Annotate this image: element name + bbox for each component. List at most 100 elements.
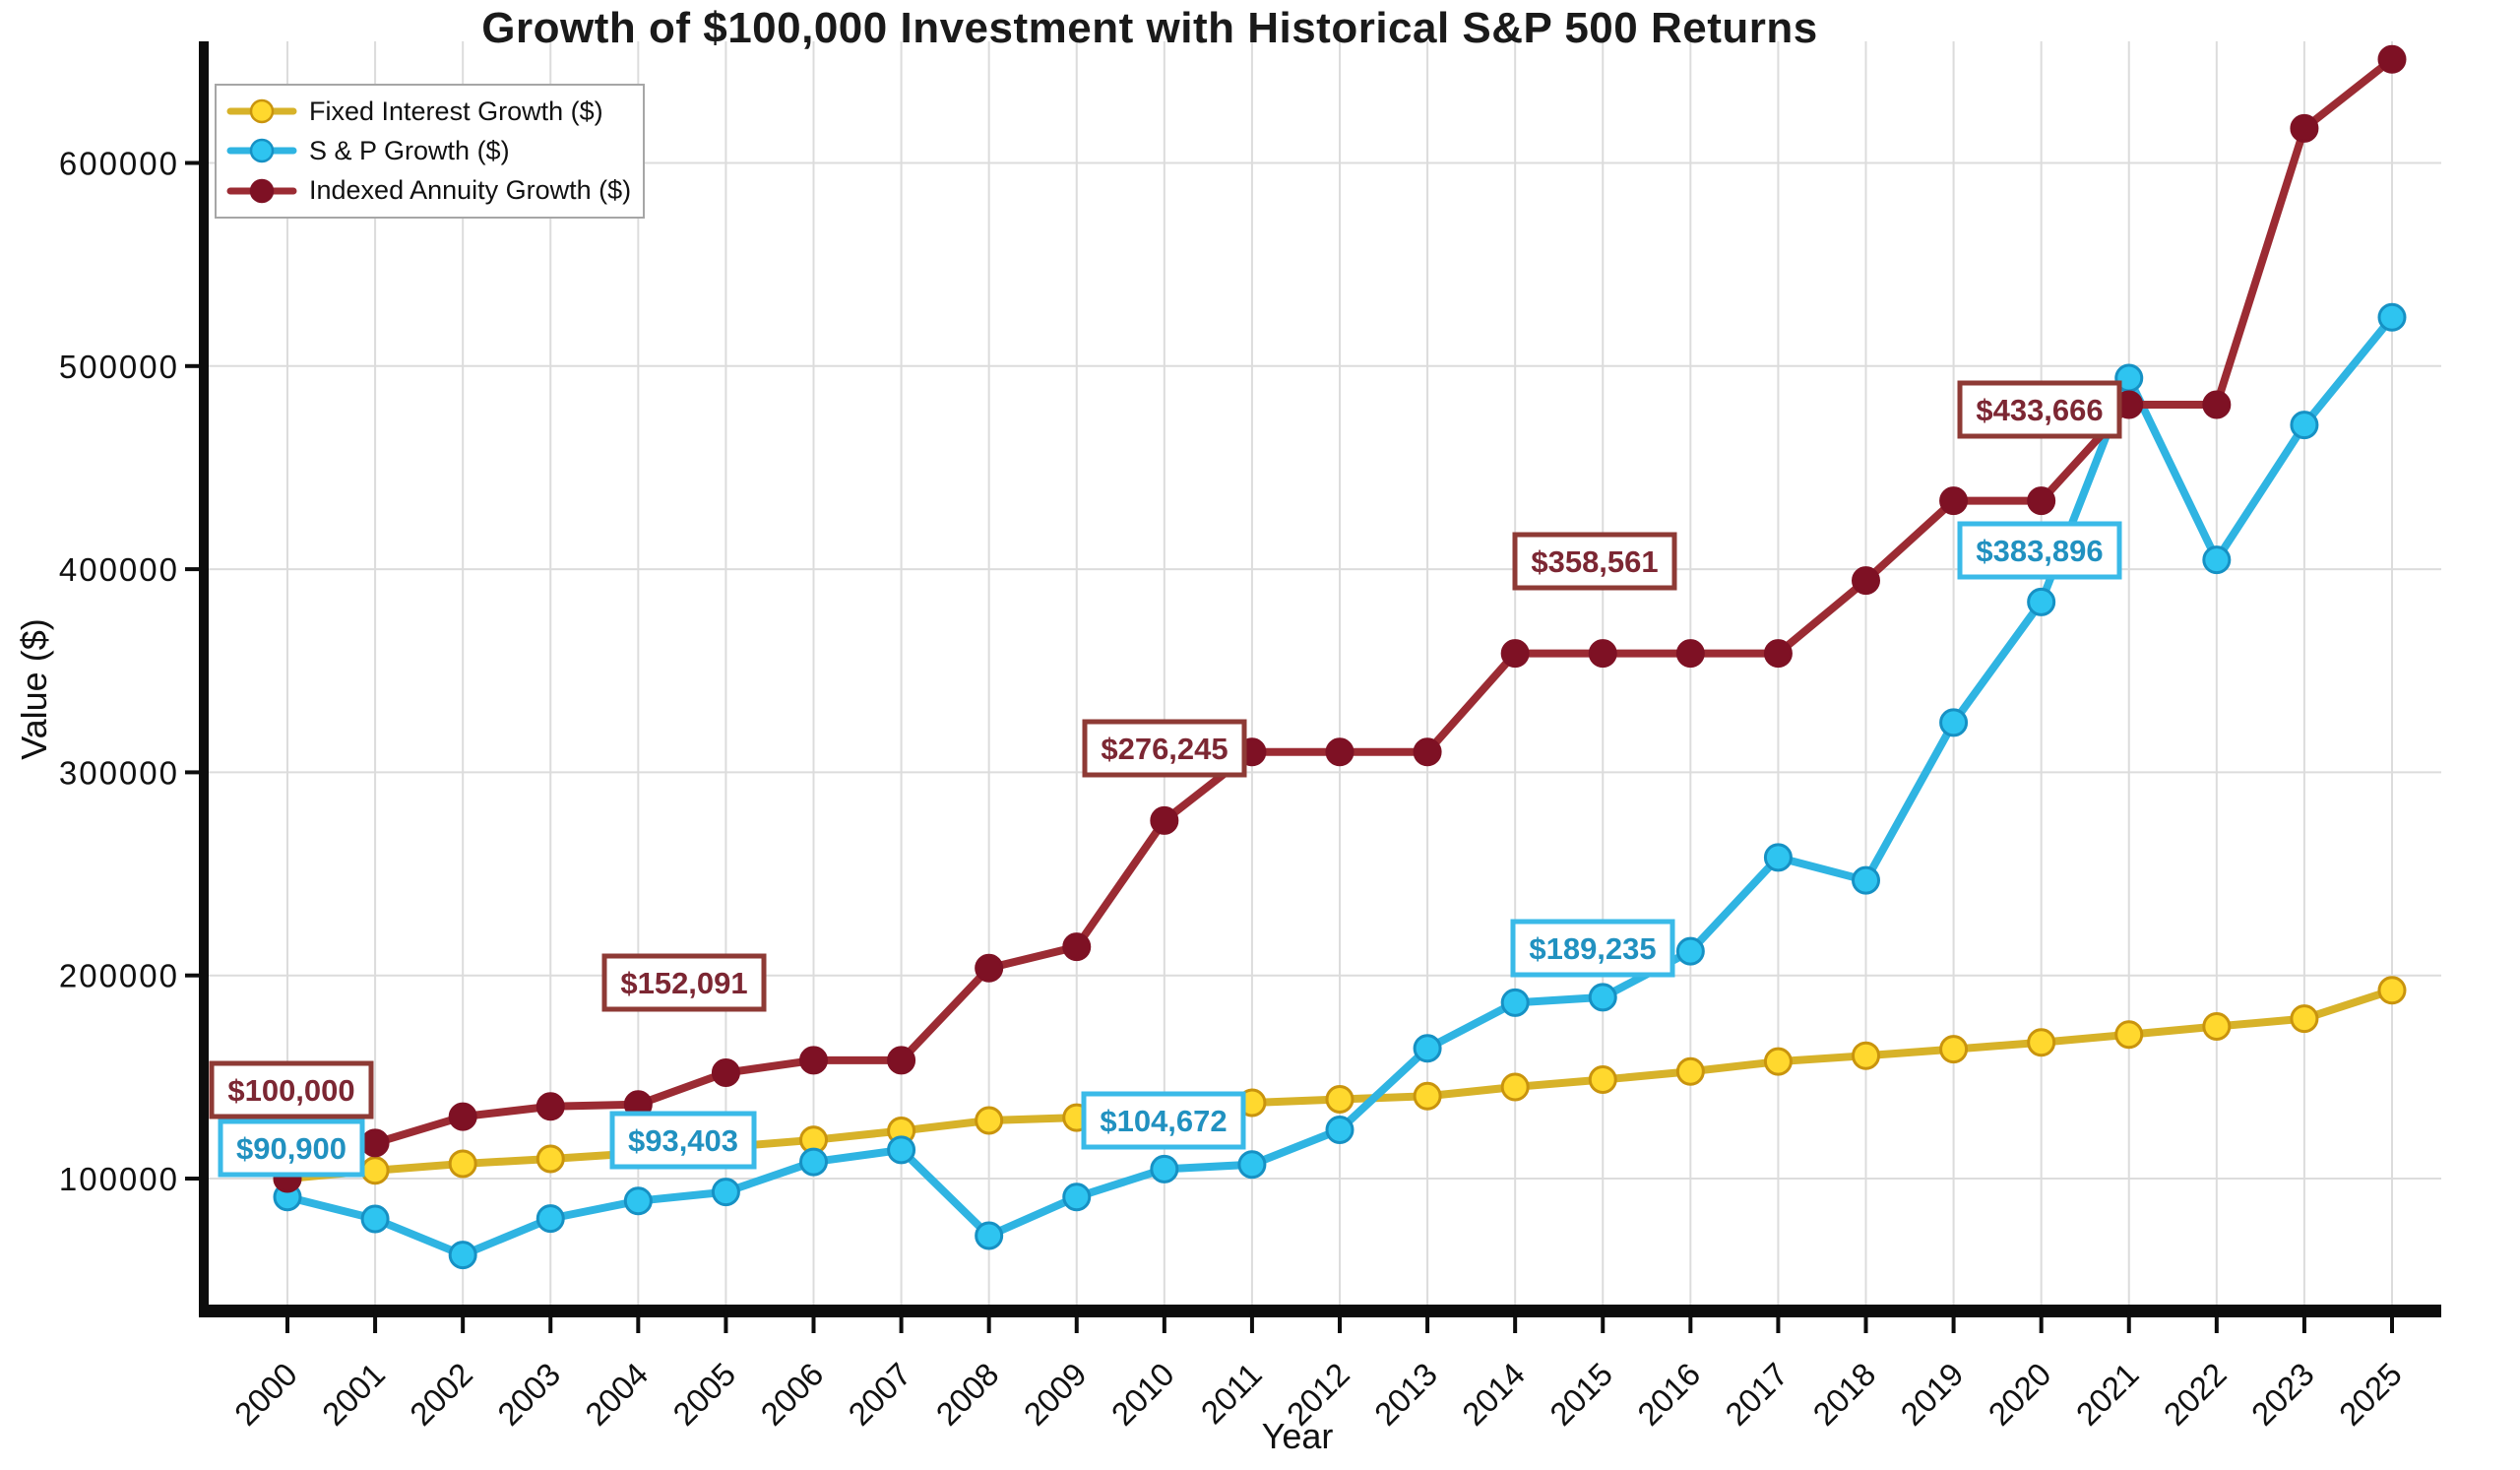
data-point-fixed-interest-growth-2023 [2290, 1004, 2319, 1034]
data-point-indexed-annuity-growth-2006 [799, 1046, 828, 1075]
annotation-box-433-666 [1957, 380, 2122, 439]
data-point-indexed-annuity-growth-2014 [1500, 639, 1530, 669]
data-point-s-p-growth-2007 [887, 1135, 916, 1165]
x-axis-spine [199, 1305, 2441, 1317]
data-point-fixed-interest-growth-2016 [1675, 1056, 1705, 1086]
y-tick-label: 200000 [59, 958, 179, 994]
annotation-label-433-666: $433,666 [1976, 393, 2103, 427]
data-point-indexed-annuity-growth-2016 [1675, 639, 1705, 669]
annotation-label-93-403: $93,403 [628, 1123, 738, 1158]
data-point-fixed-interest-growth-2001 [360, 1156, 390, 1185]
x-tick-label-2021: 2021 [2069, 1356, 2146, 1433]
data-point-indexed-annuity-growth-2008 [975, 953, 1004, 983]
x-tick-label-2003: 2003 [490, 1356, 567, 1433]
legend: Fixed Interest Growth ($) S & P Growth (… [215, 84, 645, 219]
x-tick-label-2025: 2025 [2332, 1356, 2409, 1433]
legend-item-fixed-interest-growth: Fixed Interest Growth ($) [226, 96, 643, 127]
data-point-s-p-growth-2023 [2290, 411, 2319, 440]
legend-swatch-s-p-growth [226, 139, 297, 163]
data-point-fixed-interest-growth-2015 [1588, 1065, 1617, 1095]
data-point-s-p-growth-2010 [1150, 1154, 1179, 1183]
annotation-label-104-672: $104,672 [1100, 1104, 1227, 1138]
data-point-indexed-annuity-growth-2009 [1062, 932, 1092, 962]
data-point-fixed-interest-growth-2025 [2377, 976, 2407, 1005]
x-tick-label-2020: 2020 [1982, 1356, 2058, 1433]
data-point-indexed-annuity-growth-2012 [1325, 737, 1354, 767]
data-point-indexed-annuity-growth-2019 [1939, 486, 1969, 516]
annotation-box-90-900 [218, 1118, 365, 1178]
data-point-s-p-growth-2018 [1852, 865, 1880, 895]
data-point-indexed-annuity-growth-2015 [1588, 639, 1617, 669]
x-tick-label-2018: 2018 [1805, 1356, 1882, 1433]
data-point-s-p-growth-2017 [1763, 843, 1793, 872]
data-point-fixed-interest-growth-2019 [1939, 1035, 1969, 1064]
x-tick-label-2002: 2002 [403, 1356, 479, 1433]
annotation-label-152-091: $152,091 [620, 966, 747, 1000]
data-point-s-p-growth-2015 [1588, 983, 1617, 1012]
chart-title: Growth of $100,000 Investment with Histo… [481, 4, 1818, 52]
x-tick-label-2019: 2019 [1893, 1356, 1970, 1433]
x-tick-label-2015: 2015 [1543, 1356, 1619, 1433]
data-point-s-p-growth-2005 [711, 1178, 740, 1207]
data-point-s-p-growth-2016 [1675, 936, 1705, 966]
y-axis-title: Value ($) [14, 618, 54, 760]
data-point-fixed-interest-growth-2002 [448, 1149, 477, 1179]
x-tick-label-2009: 2009 [1017, 1356, 1094, 1433]
data-point-indexed-annuity-growth-2025 [2377, 44, 2407, 74]
data-point-fixed-interest-growth-2013 [1413, 1081, 1442, 1111]
data-point-fixed-interest-growth-2021 [2114, 1020, 2144, 1050]
data-point-fixed-interest-growth-2008 [975, 1106, 1004, 1135]
x-tick-label-2010: 2010 [1104, 1356, 1181, 1433]
y-tick-label: 600000 [59, 146, 179, 182]
legend-swatch-indexed-annuity-growth [226, 178, 297, 204]
data-point-s-p-growth-2006 [799, 1147, 828, 1177]
data-point-indexed-annuity-growth-2023 [2290, 113, 2319, 143]
annotation-box-100-000 [209, 1060, 374, 1119]
data-point-fixed-interest-growth-2020 [2027, 1028, 2056, 1057]
y-tick-label: 100000 [59, 1161, 179, 1197]
data-point-indexed-annuity-growth-2013 [1413, 737, 1442, 767]
data-point-indexed-annuity-growth-2005 [711, 1058, 740, 1088]
y-axis-spine [199, 41, 209, 1317]
annotation-label-358-561: $358,561 [1531, 544, 1658, 579]
x-tick-label-2006: 2006 [753, 1356, 830, 1433]
data-point-indexed-annuity-growth-2010 [1150, 805, 1179, 835]
data-point-s-p-growth-2012 [1325, 1115, 1354, 1144]
legend-swatch-fixed-interest-growth [226, 98, 297, 124]
x-tick-label-2001: 2001 [315, 1356, 392, 1433]
x-tick-label-2013: 2013 [1367, 1356, 1444, 1433]
data-point-s-p-growth-2002 [448, 1241, 477, 1270]
x-tick-label-2011: 2011 [1194, 1356, 1269, 1431]
annotation-label-90-900: $90,900 [236, 1131, 346, 1166]
data-point-fixed-interest-growth-2017 [1763, 1047, 1793, 1076]
data-point-s-p-growth-2019 [1939, 708, 1969, 737]
x-tick-label-2004: 2004 [578, 1356, 655, 1433]
data-point-s-p-growth-2014 [1500, 988, 1530, 1017]
x-tick-label-2016: 2016 [1630, 1356, 1707, 1433]
data-point-s-p-growth-2008 [975, 1221, 1004, 1250]
data-point-indexed-annuity-growth-2022 [2202, 390, 2232, 419]
data-point-indexed-annuity-growth-2001 [360, 1128, 390, 1158]
data-point-fixed-interest-growth-2022 [2202, 1011, 2232, 1041]
annotation-box-276-245 [1082, 719, 1247, 778]
annotation-box-104-672 [1081, 1091, 1246, 1150]
legend-label: S & P Growth ($) [309, 135, 510, 165]
legend-label: Indexed Annuity Growth ($) [309, 175, 632, 206]
annotation-label-276-245: $276,245 [1101, 732, 1228, 766]
annotation-label-100-000: $100,000 [227, 1073, 354, 1108]
x-tick-label-2008: 2008 [929, 1356, 1006, 1433]
data-point-s-p-growth-2013 [1413, 1034, 1442, 1063]
annotation-box-152-091 [601, 953, 767, 1012]
y-tick-label: 300000 [59, 754, 179, 791]
data-point-s-p-growth-2004 [623, 1186, 653, 1216]
x-tick-label-2005: 2005 [665, 1356, 742, 1433]
annotation-label-189-235: $189,235 [1529, 931, 1656, 966]
data-point-s-p-growth-2003 [536, 1204, 565, 1234]
data-point-s-p-growth-2025 [2377, 302, 2407, 332]
data-point-s-p-growth-2022 [2202, 545, 2232, 575]
legend-item-s-p-growth: S & P Growth ($) [226, 136, 643, 166]
y-tick-label: 500000 [59, 349, 179, 385]
data-point-indexed-annuity-growth-2003 [536, 1092, 565, 1121]
